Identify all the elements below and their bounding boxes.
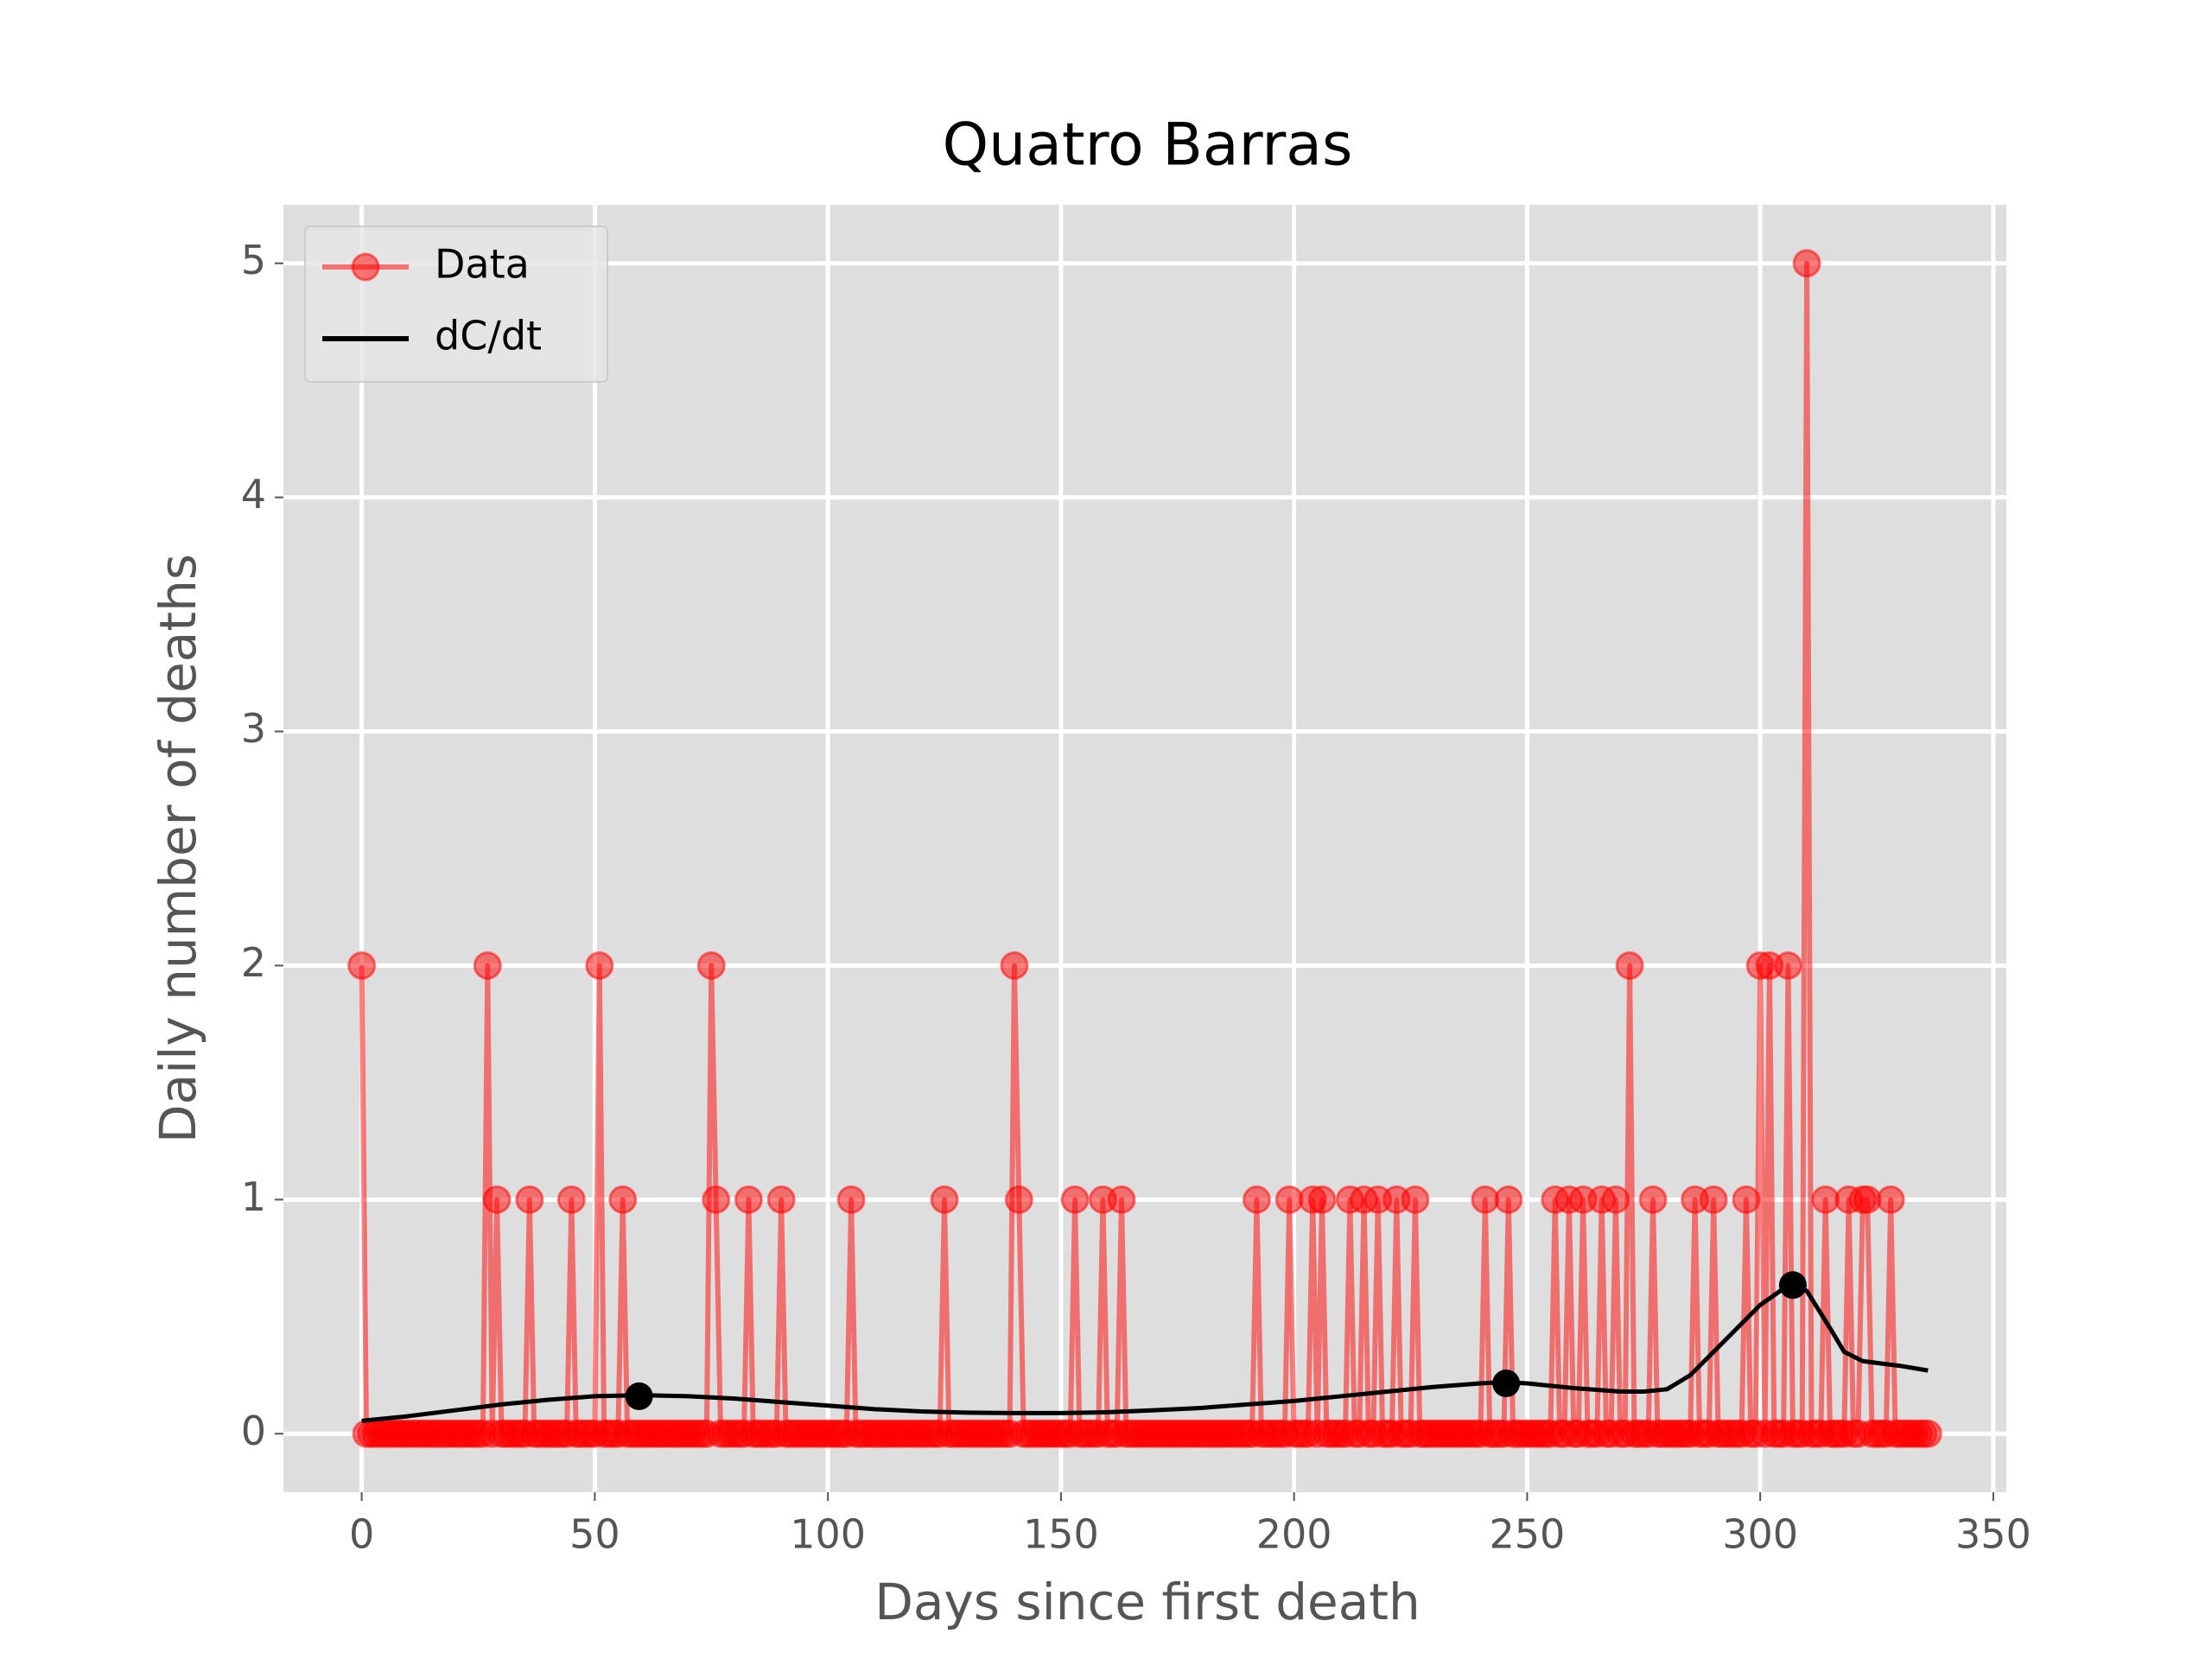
data-point bbox=[1401, 1185, 1430, 1214]
data-point bbox=[556, 1185, 586, 1214]
data-point bbox=[702, 1185, 731, 1214]
data-point bbox=[347, 950, 377, 980]
chart-title: Quatro Barras bbox=[943, 111, 1353, 180]
x-tick-label: 350 bbox=[1955, 1511, 2031, 1558]
data-point bbox=[1732, 1185, 1761, 1214]
x-tick-label: 0 bbox=[349, 1511, 374, 1558]
x-tick-label: 300 bbox=[1722, 1511, 1798, 1558]
y-tick-label: 2 bbox=[241, 939, 266, 986]
data-point bbox=[585, 950, 614, 980]
data-point bbox=[1699, 1185, 1728, 1214]
legend-label: Data bbox=[435, 241, 530, 288]
y-tick-label: 0 bbox=[241, 1408, 266, 1454]
data-point bbox=[836, 1185, 866, 1214]
data-point bbox=[1601, 1185, 1630, 1214]
y-axis-label: Daily number of deaths bbox=[149, 554, 207, 1143]
data-point bbox=[1242, 1185, 1271, 1214]
data-point bbox=[930, 1185, 959, 1214]
data-point bbox=[1000, 950, 1029, 980]
data-point bbox=[1004, 1185, 1033, 1214]
y-tick-label: 4 bbox=[241, 471, 266, 518]
peak-point bbox=[1778, 1271, 1807, 1300]
data-point bbox=[482, 1185, 512, 1214]
y-tick-label: 3 bbox=[241, 705, 266, 752]
x-tick-label: 150 bbox=[1023, 1511, 1099, 1558]
data-point bbox=[734, 1185, 763, 1214]
legend-marker bbox=[351, 252, 380, 282]
data-point bbox=[1494, 1185, 1523, 1214]
legend-label: dC/dt bbox=[435, 313, 542, 359]
data-point bbox=[1876, 1185, 1905, 1214]
x-tick-label: 200 bbox=[1256, 1511, 1332, 1558]
y-tick-label: 1 bbox=[241, 1173, 266, 1220]
data-point bbox=[1792, 249, 1821, 278]
data-point bbox=[696, 950, 726, 980]
data-point bbox=[1307, 1185, 1337, 1214]
x-tick-label: 50 bbox=[569, 1511, 620, 1558]
peak-point bbox=[1492, 1370, 1521, 1398]
data-point bbox=[766, 1185, 796, 1214]
data-point bbox=[1638, 1185, 1668, 1214]
data-point bbox=[1107, 1185, 1136, 1214]
x-tick-label: 250 bbox=[1489, 1511, 1565, 1558]
x-axis-label: Days since first death bbox=[874, 1573, 1421, 1631]
data-point bbox=[1060, 1185, 1090, 1214]
y-tick-label: 5 bbox=[241, 237, 266, 283]
data-point bbox=[515, 1185, 544, 1214]
data-point bbox=[608, 1185, 638, 1214]
data-point bbox=[1913, 1419, 1942, 1448]
peak-point bbox=[625, 1382, 653, 1410]
data-point bbox=[473, 950, 502, 980]
x-tick-label: 100 bbox=[790, 1511, 866, 1558]
data-point bbox=[1615, 950, 1644, 980]
data-point bbox=[1774, 950, 1803, 980]
